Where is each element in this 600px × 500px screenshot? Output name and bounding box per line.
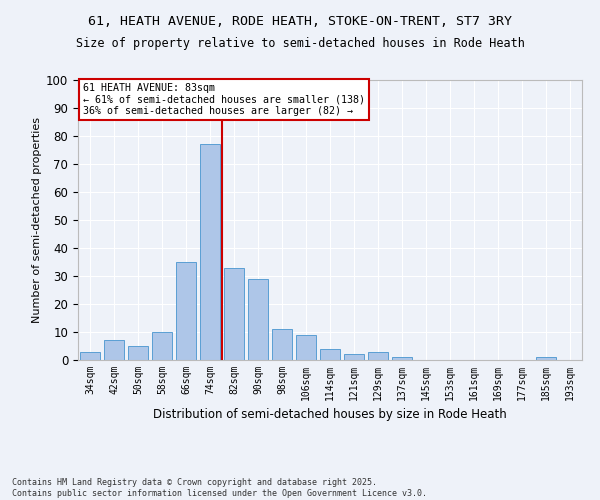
- X-axis label: Distribution of semi-detached houses by size in Rode Heath: Distribution of semi-detached houses by …: [153, 408, 507, 422]
- Bar: [272, 329, 292, 360]
- Bar: [200, 144, 220, 360]
- Y-axis label: Number of semi-detached properties: Number of semi-detached properties: [32, 117, 42, 323]
- Bar: [344, 354, 364, 360]
- Text: Size of property relative to semi-detached houses in Rode Heath: Size of property relative to semi-detach…: [76, 38, 524, 51]
- Bar: [248, 279, 268, 360]
- Bar: [152, 332, 172, 360]
- Text: 61, HEATH AVENUE, RODE HEATH, STOKE-ON-TRENT, ST7 3RY: 61, HEATH AVENUE, RODE HEATH, STOKE-ON-T…: [88, 15, 512, 28]
- Bar: [536, 357, 556, 360]
- Bar: [320, 349, 340, 360]
- Bar: [296, 335, 316, 360]
- Bar: [224, 268, 244, 360]
- Bar: [80, 352, 100, 360]
- Bar: [128, 346, 148, 360]
- Bar: [392, 357, 412, 360]
- Text: Contains HM Land Registry data © Crown copyright and database right 2025.
Contai: Contains HM Land Registry data © Crown c…: [12, 478, 427, 498]
- Bar: [368, 352, 388, 360]
- Bar: [104, 340, 124, 360]
- Bar: [176, 262, 196, 360]
- Text: 61 HEATH AVENUE: 83sqm
← 61% of semi-detached houses are smaller (138)
36% of se: 61 HEATH AVENUE: 83sqm ← 61% of semi-det…: [83, 83, 365, 116]
